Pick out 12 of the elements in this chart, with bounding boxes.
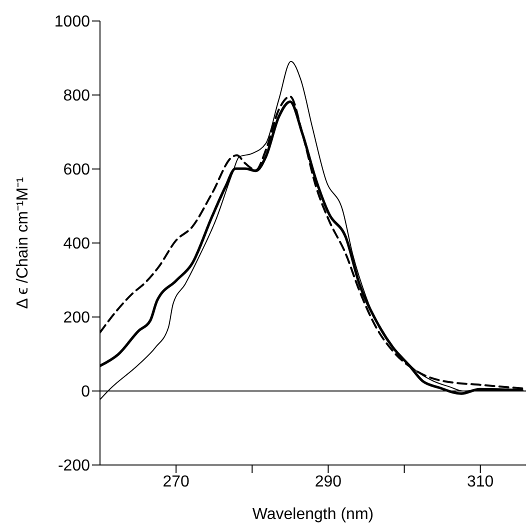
y-tick-label: -200 — [58, 458, 90, 475]
y-tick-label: 1000 — [54, 14, 90, 31]
x-tick-label: 270 — [162, 473, 190, 490]
x-tick-label: 310 — [467, 473, 494, 490]
y-tick-label: 0 — [81, 384, 90, 401]
y-tick-label: 600 — [63, 162, 90, 179]
y-tick-label: 800 — [63, 88, 90, 105]
x-tick-label: 290 — [314, 473, 342, 490]
y-tick-label: 200 — [63, 310, 90, 327]
x-axis-title: Wavelength (nm) — [252, 506, 374, 523]
y-axis-title: Δ ϵ /Chain cm⁻¹M⁻¹ — [14, 177, 32, 309]
y-tick-label: 400 — [63, 236, 90, 253]
